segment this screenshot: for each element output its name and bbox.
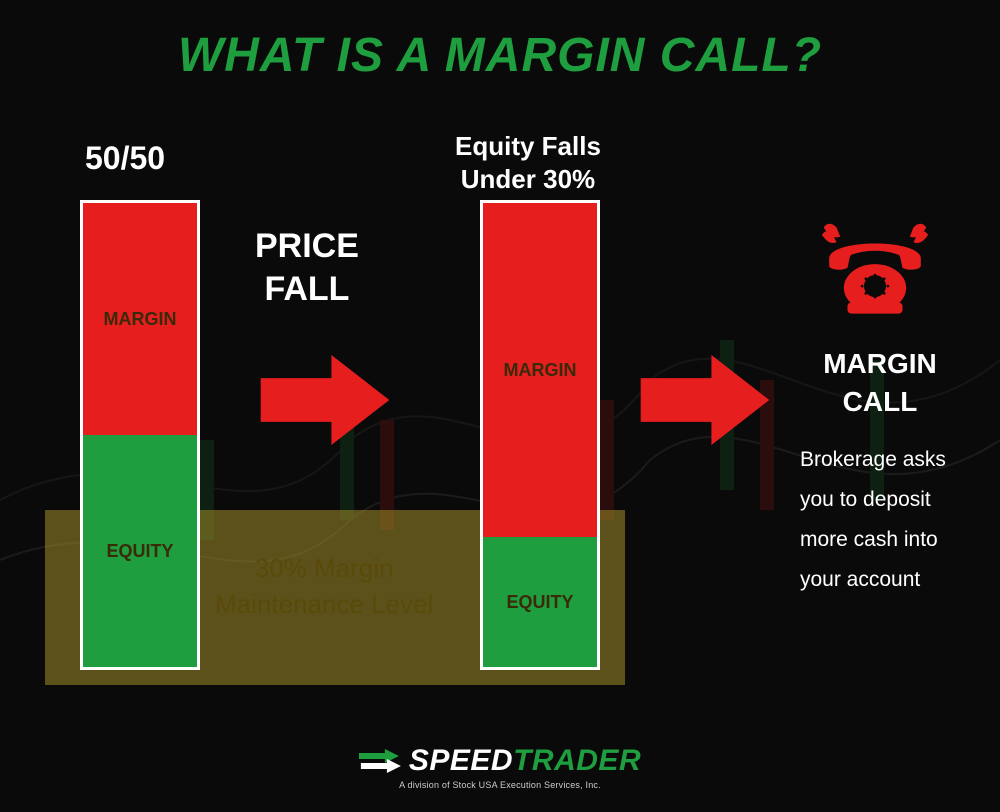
arrow-icon bbox=[640, 355, 770, 445]
margin-segment: MARGIN bbox=[483, 203, 597, 537]
diagram-stage: 30% MarginMaintenance Level 50/50 MARGIN… bbox=[0, 130, 1000, 700]
brokerage-text: Brokerage asks you to deposit more cash … bbox=[800, 440, 980, 600]
bar-5050: MARGINEQUITY bbox=[80, 200, 200, 670]
speedtrader-logo: SPEEDTRADER A division of Stock USA Exec… bbox=[359, 744, 641, 790]
phone-icon bbox=[820, 210, 930, 320]
maintenance-label: 30% MarginMaintenance Level bbox=[215, 550, 433, 623]
main-title: WHAT IS A MARGIN CALL? bbox=[0, 0, 1000, 83]
bar1-top-label: 50/50 bbox=[85, 140, 165, 177]
arrow-icon bbox=[260, 355, 390, 445]
price-fall-label: PRICEFALL bbox=[255, 225, 359, 310]
margin-call-label: MARGINCALL bbox=[800, 345, 960, 421]
logo-brand-a: SPEED bbox=[409, 744, 513, 777]
bar-under30: MARGINEQUITY bbox=[480, 200, 600, 670]
logo-brand-b: TRADER bbox=[513, 744, 641, 777]
margin-segment: MARGIN bbox=[83, 203, 197, 435]
bar2-top-label: Equity FallsUnder 30% bbox=[455, 130, 601, 195]
logo-arrow-icon bbox=[359, 749, 403, 773]
infographic-content: WHAT IS A MARGIN CALL? 30% MarginMainten… bbox=[0, 0, 1000, 812]
equity-segment: EQUITY bbox=[83, 435, 197, 667]
logo-subtitle: A division of Stock USA Execution Servic… bbox=[359, 780, 641, 790]
equity-segment: EQUITY bbox=[483, 537, 597, 667]
